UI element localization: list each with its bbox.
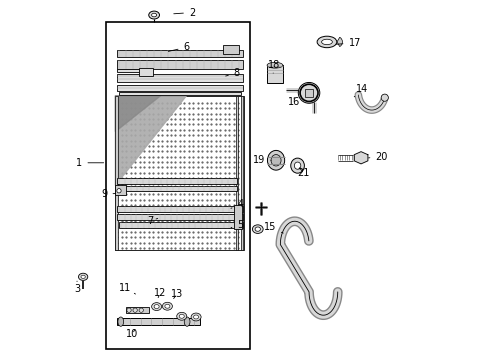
Ellipse shape [151,303,162,311]
Text: 16: 16 [287,97,299,107]
Text: 5: 5 [230,220,243,230]
Bar [223,45,239,54]
Ellipse shape [162,302,172,310]
Text: 3: 3 [74,281,80,294]
Bar [119,222,242,228]
Polygon shape [115,96,160,132]
Text: 6: 6 [168,42,189,52]
Bar [117,318,199,325]
Bar [106,22,249,348]
Ellipse shape [290,158,304,173]
Ellipse shape [266,62,282,68]
Text: 10: 10 [126,329,138,339]
Ellipse shape [255,227,260,231]
Ellipse shape [267,150,284,170]
Polygon shape [115,96,186,185]
Bar [117,215,242,220]
Text: 14: 14 [353,84,367,97]
Ellipse shape [118,317,123,326]
Ellipse shape [270,154,281,166]
Text: 13: 13 [171,289,183,299]
Text: 12: 12 [154,288,166,298]
Bar [117,69,147,72]
Bar [117,186,237,191]
Bar [126,307,149,313]
Bar [117,178,237,184]
Text: 21: 21 [297,168,309,178]
Text: 7: 7 [147,216,158,226]
Bar [117,206,242,212]
Ellipse shape [176,312,186,320]
Text: 9: 9 [101,189,115,199]
Circle shape [139,308,143,312]
Ellipse shape [193,315,198,319]
Ellipse shape [154,305,159,309]
Ellipse shape [184,317,190,326]
Ellipse shape [321,39,332,45]
Text: 20: 20 [368,152,387,162]
Bar [241,96,243,250]
Circle shape [381,94,387,101]
Circle shape [117,189,121,193]
Ellipse shape [179,314,184,318]
Bar [115,185,126,195]
Text: 8: 8 [225,68,240,78]
Bar [117,74,242,82]
Text: 18: 18 [267,60,280,73]
Bar [115,96,244,250]
Ellipse shape [298,82,319,103]
Bar [266,65,282,83]
Text: 1: 1 [76,158,103,168]
Ellipse shape [294,162,300,169]
Ellipse shape [164,304,169,308]
Bar [235,96,238,250]
Text: 15: 15 [263,222,283,233]
Circle shape [133,308,137,312]
Text: 19: 19 [252,155,270,165]
Ellipse shape [317,36,336,48]
Ellipse shape [148,11,159,19]
Bar [117,50,242,57]
Ellipse shape [252,225,263,233]
Bar [117,85,242,91]
Bar [117,60,242,69]
Circle shape [126,308,131,312]
Text: 4: 4 [230,199,243,210]
Bar [304,89,313,97]
Ellipse shape [81,275,85,278]
Text: 17: 17 [336,38,360,48]
Bar [115,96,117,250]
Text: 11: 11 [119,283,135,294]
Bar [139,68,153,76]
Bar [119,93,241,95]
Text: 2: 2 [173,8,195,18]
Bar [234,206,242,229]
Ellipse shape [151,13,156,17]
Wedge shape [336,37,342,46]
Ellipse shape [191,313,201,321]
Polygon shape [353,152,367,164]
Ellipse shape [78,273,88,280]
